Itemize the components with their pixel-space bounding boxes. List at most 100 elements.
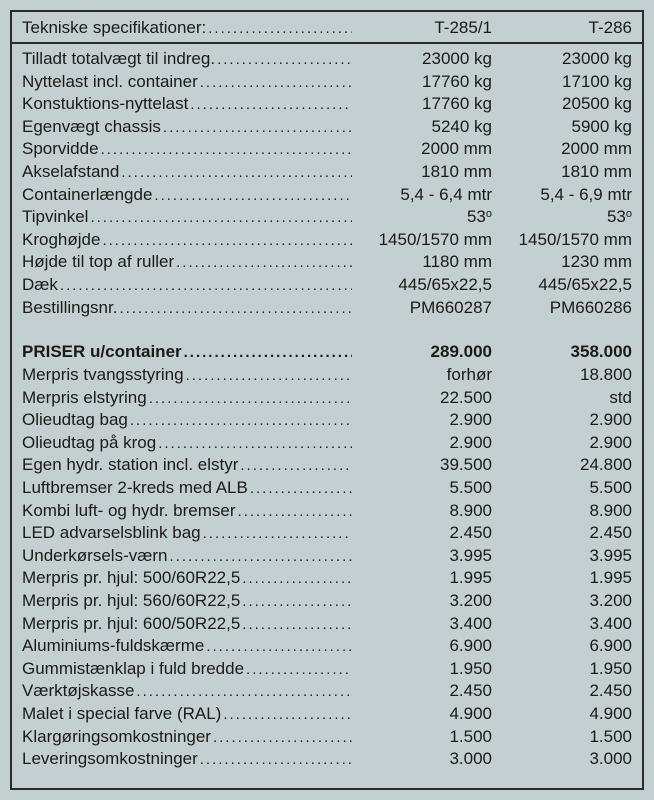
row-col1: 53o	[352, 206, 492, 229]
table-body: Tilladt totalvægt til indreg.23000 kg230…	[12, 44, 642, 777]
row-col1: 3.200	[352, 590, 492, 613]
label-cell: Sporvidde	[22, 138, 352, 161]
row-col2: 3.400	[492, 613, 632, 636]
row-col1: 5240 kg	[352, 116, 492, 139]
table-row: Underkørsels-værn 3.9953.995	[22, 545, 632, 568]
label-cell: Olieudtag på krog	[22, 432, 352, 455]
row-col1: 5.500	[352, 477, 492, 500]
row-label: Højde til top af ruller	[22, 251, 174, 274]
label-cell: Tipvinkel	[22, 206, 352, 229]
row-label: Kombi luft- og hydr. bremser	[22, 500, 236, 523]
leader-dots	[221, 705, 352, 725]
row-col2: 5,4 - 6,9 mtr	[492, 184, 632, 207]
row-col2: 8.900	[492, 500, 632, 523]
label-cell: Leveringsomkostninger	[22, 748, 352, 771]
header-row: Tekniske specifikationer: T-285/1 T-286	[12, 12, 642, 44]
row-col2: 1.950	[492, 658, 632, 681]
label-cell: Olieudtag bag	[22, 409, 352, 432]
leader-dots	[128, 411, 352, 431]
table-row: Bestillingsnr.PM660287PM660286	[22, 297, 632, 320]
row-col1: 3.400	[352, 613, 492, 636]
leader-dots	[215, 50, 352, 70]
row-label: Aluminiums-fuldskærme	[22, 635, 204, 658]
leader-dots	[99, 140, 352, 160]
leader-dots	[248, 479, 352, 499]
row-col1: 1.995	[352, 567, 492, 590]
row-col2: 4.900	[492, 703, 632, 726]
row-col2: 445/65x22,5	[492, 274, 632, 297]
leader-dots	[206, 20, 352, 37]
row-col2: 53o	[492, 206, 632, 229]
label-cell: Dæk	[22, 274, 352, 297]
row-label: Merpris pr. hjul: 600/50R22,5	[22, 613, 240, 636]
row-col2: 3.200	[492, 590, 632, 613]
table-row: Nyttelast incl. container17760 kg17100 k…	[22, 71, 632, 94]
row-col2: 18.800	[492, 364, 632, 387]
row-col1: 2.450	[352, 522, 492, 545]
label-cell: Højde til top af ruller	[22, 251, 352, 274]
prices-header-col2: 358.000	[492, 341, 632, 364]
row-col2: 2.450	[492, 680, 632, 703]
row-col2: 2.450	[492, 522, 632, 545]
table-row: LED advarselsblink bag 2.4502.450	[22, 522, 632, 545]
prices-header-row: PRISER u/container 289.000 358.000	[22, 341, 632, 364]
row-col2: std	[492, 387, 632, 410]
table-row: Egenvægt chassis 5240 kg5900 kg	[22, 116, 632, 139]
row-label: Konstuktions-nyttelast	[22, 93, 188, 116]
row-col1: 1.950	[352, 658, 492, 681]
row-col1: 2.900	[352, 409, 492, 432]
row-col1: 3.995	[352, 545, 492, 568]
row-col2: PM660286	[492, 297, 632, 320]
row-col1: 2000 mm	[352, 138, 492, 161]
row-col2: 1.995	[492, 567, 632, 590]
leader-dots	[100, 231, 352, 251]
leader-dots	[204, 637, 352, 657]
row-label: Tilladt totalvægt til indreg.	[22, 48, 215, 71]
row-col2: 3.995	[492, 545, 632, 568]
row-col1: 1450/1570 mm	[352, 229, 492, 252]
row-col2: 20500 kg	[492, 93, 632, 116]
table-row: Aluminiums-fuldskærme 6.9006.900	[22, 635, 632, 658]
leader-dots	[244, 660, 352, 680]
row-col1: 23000 kg	[352, 48, 492, 71]
table-row: Værktøjskasse2.4502.450	[22, 680, 632, 703]
row-label: LED advarselsblink bag	[22, 522, 201, 545]
label-cell: LED advarselsblink bag	[22, 522, 352, 545]
row-label: Underkørsels-værn	[22, 545, 167, 568]
row-label: Egenvægt chassis	[22, 116, 161, 139]
table-row: Merpris pr. hjul: 500/60R22,51.9951.995	[22, 567, 632, 590]
row-label: Klargøringsomkostninger	[22, 726, 211, 749]
row-col1: 6.900	[352, 635, 492, 658]
row-col2: 6.900	[492, 635, 632, 658]
row-col2: 2.900	[492, 409, 632, 432]
specs-section: Tilladt totalvægt til indreg.23000 kg230…	[22, 48, 632, 319]
row-label: Dæk	[22, 274, 58, 297]
label-cell: Akselafstand	[22, 161, 352, 184]
header-col1: T-285/1	[352, 18, 492, 38]
row-label: Merpris elstyring	[22, 387, 147, 410]
row-col1: forhør	[352, 364, 492, 387]
leader-dots	[240, 615, 352, 635]
table-row: Egen hydr. station incl. elstyr39.50024.…	[22, 454, 632, 477]
row-label: Sporvidde	[22, 138, 99, 161]
label-cell: Værktøjskasse	[22, 680, 352, 703]
section-spacer	[22, 319, 632, 341]
row-col1: 3.000	[352, 748, 492, 771]
row-label: Merpris pr. hjul: 560/60R22,5	[22, 590, 240, 613]
table-row: Sporvidde2000 mm2000 mm	[22, 138, 632, 161]
label-cell: Kroghøjde	[22, 229, 352, 252]
table-row: Leveringsomkostninger3.0003.000	[22, 748, 632, 771]
leader-dots	[152, 186, 352, 206]
row-col1: 1810 mm	[352, 161, 492, 184]
row-col2: 5900 kg	[492, 116, 632, 139]
label-cell: Malet i special farve (RAL)	[22, 703, 352, 726]
leader-dots	[58, 276, 352, 296]
table-row: Malet i special farve (RAL)4.9004.900	[22, 703, 632, 726]
row-col2: 2.900	[492, 432, 632, 455]
table-row: Tilladt totalvægt til indreg.23000 kg230…	[22, 48, 632, 71]
prices-header-col1: 289.000	[352, 341, 492, 364]
row-col1: 445/65x22,5	[352, 274, 492, 297]
label-cell: Merpris tvangsstyring	[22, 364, 352, 387]
row-col2: 5.500	[492, 477, 632, 500]
row-label: Nyttelast incl. container	[22, 71, 198, 94]
